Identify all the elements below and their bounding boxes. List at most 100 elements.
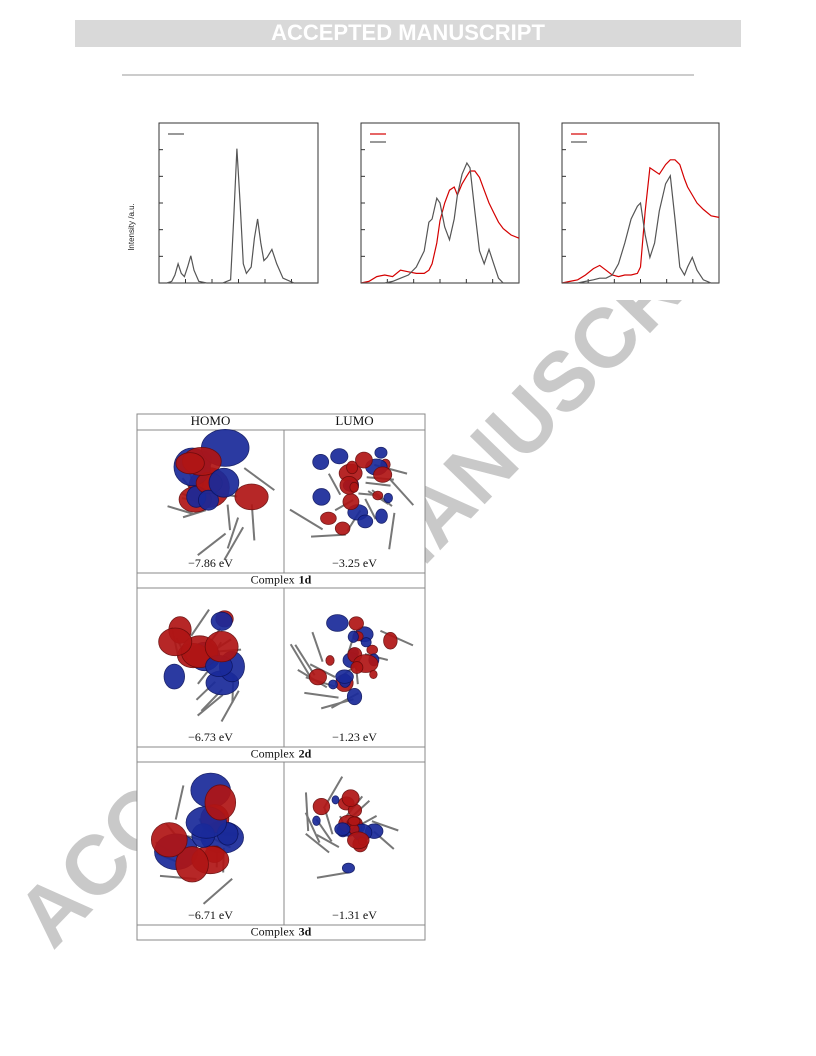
orbital-image <box>150 772 244 905</box>
orbital-lobe <box>163 663 185 690</box>
spectrum-line <box>361 161 519 284</box>
bond <box>220 690 240 722</box>
charts: Intensity /a.u. <box>127 122 720 284</box>
orbital-lobe <box>325 655 335 666</box>
orbital-lobe <box>347 630 359 643</box>
complex-word: Complex <box>251 746 295 760</box>
chart <box>561 122 720 284</box>
orbital-image <box>289 614 414 710</box>
orbital-lobe <box>372 490 384 501</box>
orbital-lobe <box>374 446 388 459</box>
orbital-lobe <box>204 784 237 821</box>
orbital-lobe <box>383 492 393 504</box>
bond <box>364 498 377 520</box>
orbital-lobe <box>320 511 337 525</box>
bond <box>243 467 275 491</box>
banner: ACCEPTED MANUSCRIPT <box>271 20 545 45</box>
orbital-lobe <box>369 669 378 679</box>
chart <box>360 122 520 284</box>
orbital-lobe <box>175 452 205 475</box>
complex-word: Complex <box>251 924 295 938</box>
banner-bg <box>75 20 741 47</box>
complex-id: 1d <box>299 572 312 586</box>
column-header: HOMO <box>191 413 231 428</box>
homo-energy: −6.73 eV <box>188 730 233 744</box>
bond <box>294 644 316 676</box>
bond <box>197 694 224 717</box>
bond <box>202 878 233 905</box>
lumo-energy: −3.25 eV <box>332 556 377 570</box>
bond <box>371 820 399 832</box>
orbital-lobe <box>355 451 373 469</box>
bond <box>327 473 342 496</box>
bond <box>316 834 340 848</box>
homo-energy: −7.86 eV <box>188 556 233 570</box>
orbital-lobe <box>234 483 269 511</box>
orbital-lobe <box>341 789 360 807</box>
orbital-lobe <box>341 862 355 874</box>
column-header: LUMO <box>335 413 373 428</box>
orbital-lobe <box>347 831 370 850</box>
bond <box>305 832 330 854</box>
orbital-lobe <box>150 822 188 858</box>
orbital-image <box>304 776 399 879</box>
orbital-lobe <box>208 467 240 498</box>
orbital-image <box>158 609 245 722</box>
orbital-lobe <box>350 661 364 674</box>
orbital-lobe <box>326 614 349 632</box>
plot-frame <box>158 122 319 284</box>
orbital-lobe <box>312 454 330 470</box>
lumo-energy: −1.31 eV <box>332 908 377 922</box>
orbital-image <box>289 446 415 550</box>
orbital-lobe <box>334 822 351 836</box>
orbital-lobe <box>346 688 363 706</box>
bond <box>289 643 312 678</box>
spectrum-line <box>561 159 720 284</box>
orbital-lobe <box>210 611 233 631</box>
bond <box>226 517 240 549</box>
orbital-lobe <box>346 460 359 475</box>
orbital-lobe <box>342 493 360 511</box>
complex-word: Complex <box>251 572 295 586</box>
bond <box>388 512 396 550</box>
bond <box>197 532 227 556</box>
complex-id: 2d <box>299 746 312 760</box>
orbital-lobe <box>349 481 359 493</box>
orbital-lobe <box>198 489 219 511</box>
lumo-energy: −1.23 eV <box>332 730 377 744</box>
orbital-image <box>167 428 275 561</box>
orbital-lobe <box>175 846 209 883</box>
orbital-lobe <box>360 637 372 648</box>
orbital-lobe <box>312 488 331 506</box>
bond <box>223 526 245 561</box>
orbital-lobe <box>373 466 393 483</box>
orbital-lobe <box>375 508 388 524</box>
orbital-table: HOMO LUMO −7.86 eV −3.25 eV Complex 1d −6.73 e… <box>136 413 426 941</box>
orbital-lobe <box>312 797 331 816</box>
orbital-lobe <box>334 521 351 536</box>
spectrum-line <box>159 148 318 284</box>
orbital-lobe <box>308 668 327 686</box>
orbital-lobe <box>331 795 340 805</box>
complex-label: Complex 2d <box>251 746 312 760</box>
complex-label: Complex 3d <box>251 924 312 938</box>
bond <box>174 785 185 820</box>
bond <box>190 609 210 637</box>
orbital-lobe <box>158 627 193 657</box>
orbital-lobe <box>383 631 398 650</box>
bond <box>365 481 391 487</box>
bond <box>304 691 339 699</box>
bond <box>167 505 195 516</box>
bond <box>289 508 324 531</box>
bond <box>304 792 310 832</box>
bond <box>310 533 346 538</box>
orbital-lobe <box>357 514 374 529</box>
chart: Intensity /a.u. <box>127 122 319 284</box>
spectrum-line <box>360 170 520 284</box>
complex-label: Complex 1d <box>251 572 312 586</box>
spectrum-line <box>562 173 719 284</box>
bond <box>311 631 324 663</box>
orbital-lobe <box>348 616 364 631</box>
orbital-lobe <box>330 448 349 465</box>
